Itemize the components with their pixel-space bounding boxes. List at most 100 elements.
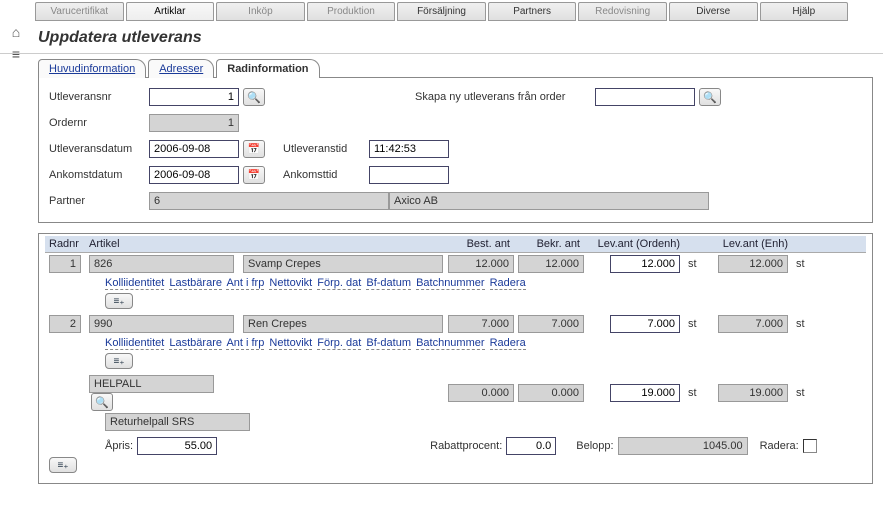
input-ankdatum[interactable] xyxy=(149,166,239,184)
tab-inkop[interactable]: Inköp xyxy=(216,2,305,21)
sub-links: Kolliidentitet Lastbärare Ant i frp Nett… xyxy=(45,335,866,351)
hdr-radnr: Radnr xyxy=(45,238,85,250)
search-icon-skapa[interactable]: 🔍 xyxy=(699,88,721,106)
hdr-leve: Lev.ant (Enh) xyxy=(702,238,792,250)
input-skapa[interactable] xyxy=(595,88,695,106)
hdr-best: Best. ant xyxy=(444,238,514,250)
label-utleveransnr: Utleveransnr xyxy=(49,91,149,103)
left-icons: ⌂ ≡ xyxy=(4,24,28,68)
link-forpdat[interactable]: Förp. dat xyxy=(317,337,361,350)
row-unit: st xyxy=(684,318,702,330)
input-utlevtid[interactable] xyxy=(369,140,449,158)
row-levo[interactable] xyxy=(610,255,680,273)
row-best xyxy=(448,255,514,273)
row-nr xyxy=(49,315,81,333)
label-utlevdatum: Utleveransdatum xyxy=(49,143,149,155)
link-radera[interactable]: Radera xyxy=(490,337,526,350)
page-title: Uppdatera utleverans xyxy=(0,23,883,54)
tab-produktion[interactable]: Produktion xyxy=(307,2,396,21)
link-batch[interactable]: Batchnummer xyxy=(416,337,484,350)
label-rabatt: Rabattprocent: xyxy=(430,440,502,452)
row-leve xyxy=(718,315,788,333)
row-leve xyxy=(718,255,788,273)
link-antifrp[interactable]: Ant i frp xyxy=(226,337,264,350)
sub-links: Kolliidentitet Lastbärare Ant i frp Nett… xyxy=(45,275,866,291)
row-desc xyxy=(243,315,443,333)
hdr-levo: Lev.ant (Ordenh) xyxy=(584,238,684,250)
label-ankdatum: Ankomstdatum xyxy=(49,169,149,181)
sub-tabs: Huvudinformation Adresser Radinformation xyxy=(38,59,873,78)
tab-diverse[interactable]: Diverse xyxy=(669,2,758,21)
link-nettovikt[interactable]: Nettovikt xyxy=(269,337,312,350)
expand-button-r1[interactable]: ≡₊ xyxy=(105,353,133,369)
link-batch[interactable]: Batchnummer xyxy=(416,277,484,290)
label-skapa: Skapa ny utleverans från order xyxy=(415,91,595,103)
tab-varucertifikat[interactable]: Varucertifikat xyxy=(35,2,124,21)
subtab-adresser[interactable]: Adresser xyxy=(148,59,214,78)
row-bekr xyxy=(518,315,584,333)
link-kolli[interactable]: Kolliidentitet xyxy=(105,277,164,290)
link-forpdat[interactable]: Förp. dat xyxy=(317,277,361,290)
row-art xyxy=(89,255,234,273)
link-lastbarare[interactable]: Lastbärare xyxy=(169,277,222,290)
input-partner-id xyxy=(149,192,389,210)
row-unit2: st xyxy=(792,387,810,399)
link-nettovikt[interactable]: Nettovikt xyxy=(269,277,312,290)
calendar-icon-utlevdatum[interactable]: 📅 xyxy=(243,140,265,158)
link-antifrp[interactable]: Ant i frp xyxy=(226,277,264,290)
grid-header: Radnr Artikel Best. ant Bekr. ant Lev.an… xyxy=(45,236,866,253)
label-ordernr: Ordernr xyxy=(49,117,149,129)
row-bekr xyxy=(518,255,584,273)
input-rabatt[interactable] xyxy=(506,437,556,455)
row-leve xyxy=(718,384,788,402)
tab-artiklar[interactable]: Artiklar xyxy=(126,2,215,21)
label-belopp: Belopp: xyxy=(576,440,613,452)
form-panel: Utleveransnr 🔍 Skapa ny utleverans från … xyxy=(38,77,873,223)
row-best xyxy=(448,315,514,333)
calendar-icon-ankdatum[interactable]: 📅 xyxy=(243,166,265,184)
input-utleveransnr[interactable] xyxy=(149,88,239,106)
row-unit2: st xyxy=(792,258,810,270)
row-levo[interactable] xyxy=(610,384,680,402)
link-radera[interactable]: Radera xyxy=(490,277,526,290)
tab-partners[interactable]: Partners xyxy=(488,2,577,21)
label-radera: Radera: xyxy=(760,440,799,452)
row-levo[interactable] xyxy=(610,315,680,333)
row-nr xyxy=(49,255,81,273)
input-ordernr xyxy=(149,114,239,132)
checkbox-radera[interactable] xyxy=(803,439,817,453)
menu-icon[interactable]: ≡ xyxy=(4,46,28,62)
row-unit: st xyxy=(684,258,702,270)
link-bfdatum[interactable]: Bf-datum xyxy=(366,337,411,350)
input-partner-name xyxy=(389,192,709,210)
label-utlevtid: Utleveranstid xyxy=(283,143,369,155)
input-utlevdatum[interactable] xyxy=(149,140,239,158)
hdr-bekr: Bekr. ant xyxy=(514,238,584,250)
label-anktid: Ankomsttid xyxy=(283,169,369,181)
hdr-artikel: Artikel xyxy=(85,238,235,250)
row-desc xyxy=(243,255,443,273)
search-icon-art[interactable]: 🔍 xyxy=(91,393,113,411)
tab-hjalp[interactable]: Hjälp xyxy=(760,2,849,21)
link-lastbarare[interactable]: Lastbärare xyxy=(169,337,222,350)
subtab-huvudinformation[interactable]: Huvudinformation xyxy=(38,59,146,78)
grid-panel: Radnr Artikel Best. ant Bekr. ant Lev.an… xyxy=(38,233,873,484)
row-bekr xyxy=(518,384,584,402)
input-apris[interactable] xyxy=(137,437,217,455)
tab-forsaljning[interactable]: Försäljning xyxy=(397,2,486,21)
expand-button-outer[interactable]: ≡₊ xyxy=(49,457,77,473)
home-icon[interactable]: ⌂ xyxy=(4,24,28,40)
link-kolli[interactable]: Kolliidentitet xyxy=(105,337,164,350)
row-desc2 xyxy=(105,413,250,431)
table-row: st st xyxy=(45,313,866,335)
table-row: st st xyxy=(45,253,866,275)
row-unit2: st xyxy=(792,318,810,330)
subtab-radinformation[interactable]: Radinformation xyxy=(216,59,319,78)
table-row: 🔍 st st xyxy=(45,373,866,413)
expand-button-r0[interactable]: ≡₊ xyxy=(105,293,133,309)
search-icon-utleveransnr[interactable]: 🔍 xyxy=(243,88,265,106)
row-art xyxy=(89,315,234,333)
link-bfdatum[interactable]: Bf-datum xyxy=(366,277,411,290)
tab-redovisning[interactable]: Redovisning xyxy=(578,2,667,21)
input-anktid[interactable] xyxy=(369,166,449,184)
